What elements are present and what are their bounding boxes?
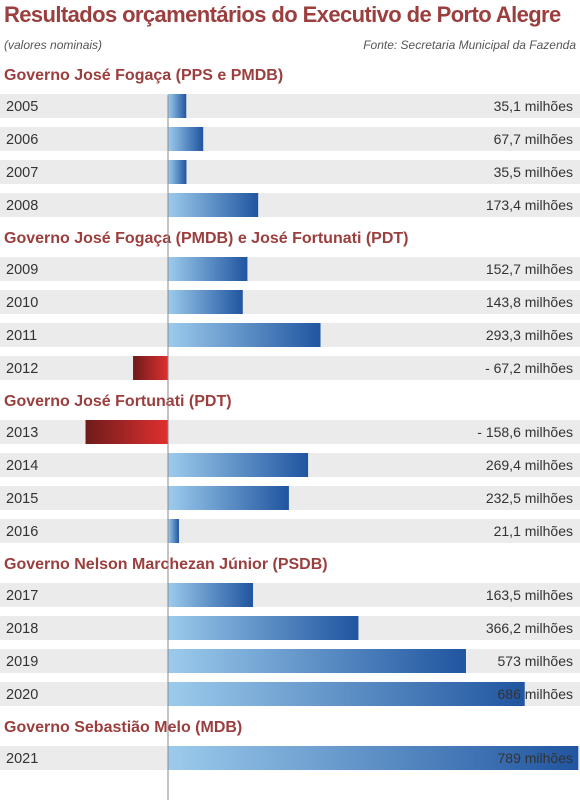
row-background bbox=[0, 94, 580, 118]
value-label: 686 milhões bbox=[498, 686, 574, 702]
bar-2020 bbox=[168, 682, 525, 706]
bar-2017 bbox=[168, 583, 254, 607]
chart-source: Fonte: Secretaria Municipal da Fazenda bbox=[363, 38, 576, 52]
value-label: 67,7 milhões bbox=[494, 131, 573, 147]
row-background bbox=[0, 519, 580, 543]
bar-2011 bbox=[168, 323, 321, 347]
value-label: 366,2 milhões bbox=[486, 620, 573, 636]
chart-title: Resultados orçamentários do Executivo de… bbox=[4, 2, 561, 27]
row-background bbox=[0, 486, 580, 510]
year-label: 2017 bbox=[6, 588, 38, 604]
bar-2006 bbox=[168, 127, 204, 151]
value-label: 573 milhões bbox=[498, 653, 574, 669]
bar-2009 bbox=[168, 257, 248, 281]
group-title: Governo Nelson Marchezan Júnior (PSDB) bbox=[4, 556, 328, 573]
row-background bbox=[0, 257, 580, 281]
year-label: 2016 bbox=[6, 524, 38, 540]
year-label: 2007 bbox=[6, 165, 38, 181]
row-background bbox=[0, 127, 580, 151]
year-label: 2008 bbox=[6, 198, 38, 214]
bar-2012 bbox=[133, 356, 168, 380]
value-label: 269,4 milhões bbox=[486, 457, 573, 473]
bar-2015 bbox=[168, 486, 289, 510]
year-label: 2019 bbox=[6, 654, 38, 670]
bar-2021 bbox=[168, 746, 579, 770]
value-label: 21,1 milhões bbox=[494, 523, 573, 539]
group-title: Governo José Fogaça (PPS e PMDB) bbox=[4, 67, 283, 84]
bar-2019 bbox=[168, 649, 466, 673]
bar-2016 bbox=[168, 519, 179, 543]
value-label: 35,1 milhões bbox=[494, 98, 573, 114]
bar-2013 bbox=[85, 420, 168, 444]
group-title: Governo Sebastião Melo (MDB) bbox=[4, 719, 242, 736]
year-label: 2006 bbox=[6, 132, 38, 148]
value-label: - 67,2 milhões bbox=[485, 360, 573, 376]
row-background bbox=[0, 583, 580, 607]
row-background bbox=[0, 290, 580, 314]
value-label: 293,3 milhões bbox=[486, 327, 573, 343]
value-label: 789 milhões bbox=[498, 750, 574, 766]
year-label: 2015 bbox=[6, 491, 38, 507]
year-label: 2009 bbox=[6, 262, 38, 278]
group-title: Governo José Fortunati (PDT) bbox=[4, 393, 232, 410]
year-label: 2013 bbox=[6, 425, 38, 441]
chart-subtitle: (valores nominais) bbox=[4, 38, 103, 52]
bar-2005 bbox=[168, 94, 187, 118]
bar-2007 bbox=[168, 160, 187, 184]
year-label: 2005 bbox=[6, 99, 38, 115]
group-title: Governo José Fogaça (PMDB) e José Fortun… bbox=[4, 230, 409, 247]
row-background bbox=[0, 356, 580, 380]
year-label: 2011 bbox=[6, 328, 37, 344]
row-background bbox=[0, 160, 580, 184]
value-label: 232,5 milhões bbox=[486, 490, 573, 506]
value-label: 163,5 milhões bbox=[486, 587, 573, 603]
year-label: 2010 bbox=[6, 295, 38, 311]
row-background bbox=[0, 193, 580, 217]
year-label: 2021 bbox=[6, 751, 38, 767]
bar-2018 bbox=[168, 616, 359, 640]
year-label: 2012 bbox=[6, 361, 38, 377]
bar-2010 bbox=[168, 290, 243, 314]
year-label: 2018 bbox=[6, 621, 38, 637]
value-label: 152,7 milhões bbox=[486, 261, 573, 277]
value-label: - 158,6 milhões bbox=[477, 424, 573, 440]
value-label: 143,8 milhões bbox=[486, 294, 573, 310]
value-label: 35,5 milhões bbox=[494, 164, 573, 180]
bar-2014 bbox=[168, 453, 309, 477]
year-label: 2014 bbox=[6, 458, 38, 474]
value-label: 173,4 milhões bbox=[486, 197, 573, 213]
bar-2008 bbox=[168, 193, 259, 217]
year-label: 2020 bbox=[6, 687, 38, 703]
